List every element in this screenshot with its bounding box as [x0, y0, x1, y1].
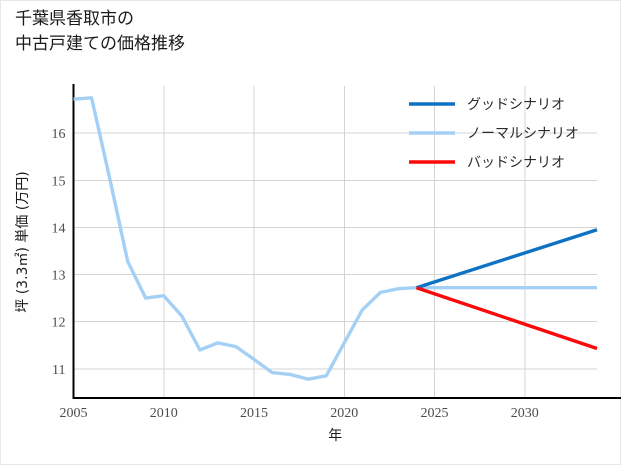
series-line-bad: [416, 288, 597, 349]
series-line-good: [416, 230, 597, 288]
legend-label-1: ノーマルシナリオ: [467, 126, 579, 142]
y-tick-label: 15: [52, 174, 66, 189]
x-tick-label: 2025: [421, 406, 449, 421]
y-tick-label: 11: [52, 363, 65, 378]
x-tick-label: 2005: [60, 406, 88, 421]
legend-label-2: バッドシナリオ: [467, 155, 565, 171]
x-tick-label: 2015: [240, 406, 268, 421]
x-axis-title: 年: [328, 428, 342, 444]
x-tick-label: 2030: [511, 406, 539, 421]
x-tick-labels: 2005 2010 2015 2020 2025 2030: [60, 406, 539, 421]
y-axis-title: 坪 (3.3㎡) 単価 (万円): [15, 171, 31, 312]
y-tick-label: 16: [52, 127, 66, 142]
x-tick-label: 2010: [150, 406, 178, 421]
y-axis-title-text: 坪 (3.3㎡) 単価 (万円): [15, 171, 31, 312]
y-tick-label: 14: [52, 221, 66, 236]
legend-label-0: グッドシナリオ: [467, 97, 565, 113]
y-tick-label: 12: [52, 316, 66, 331]
x-tick-label: 2020: [330, 406, 358, 421]
y-tick-labels: 11 12 13 14 15 16: [52, 127, 66, 378]
y-tick-label: 13: [52, 269, 66, 284]
